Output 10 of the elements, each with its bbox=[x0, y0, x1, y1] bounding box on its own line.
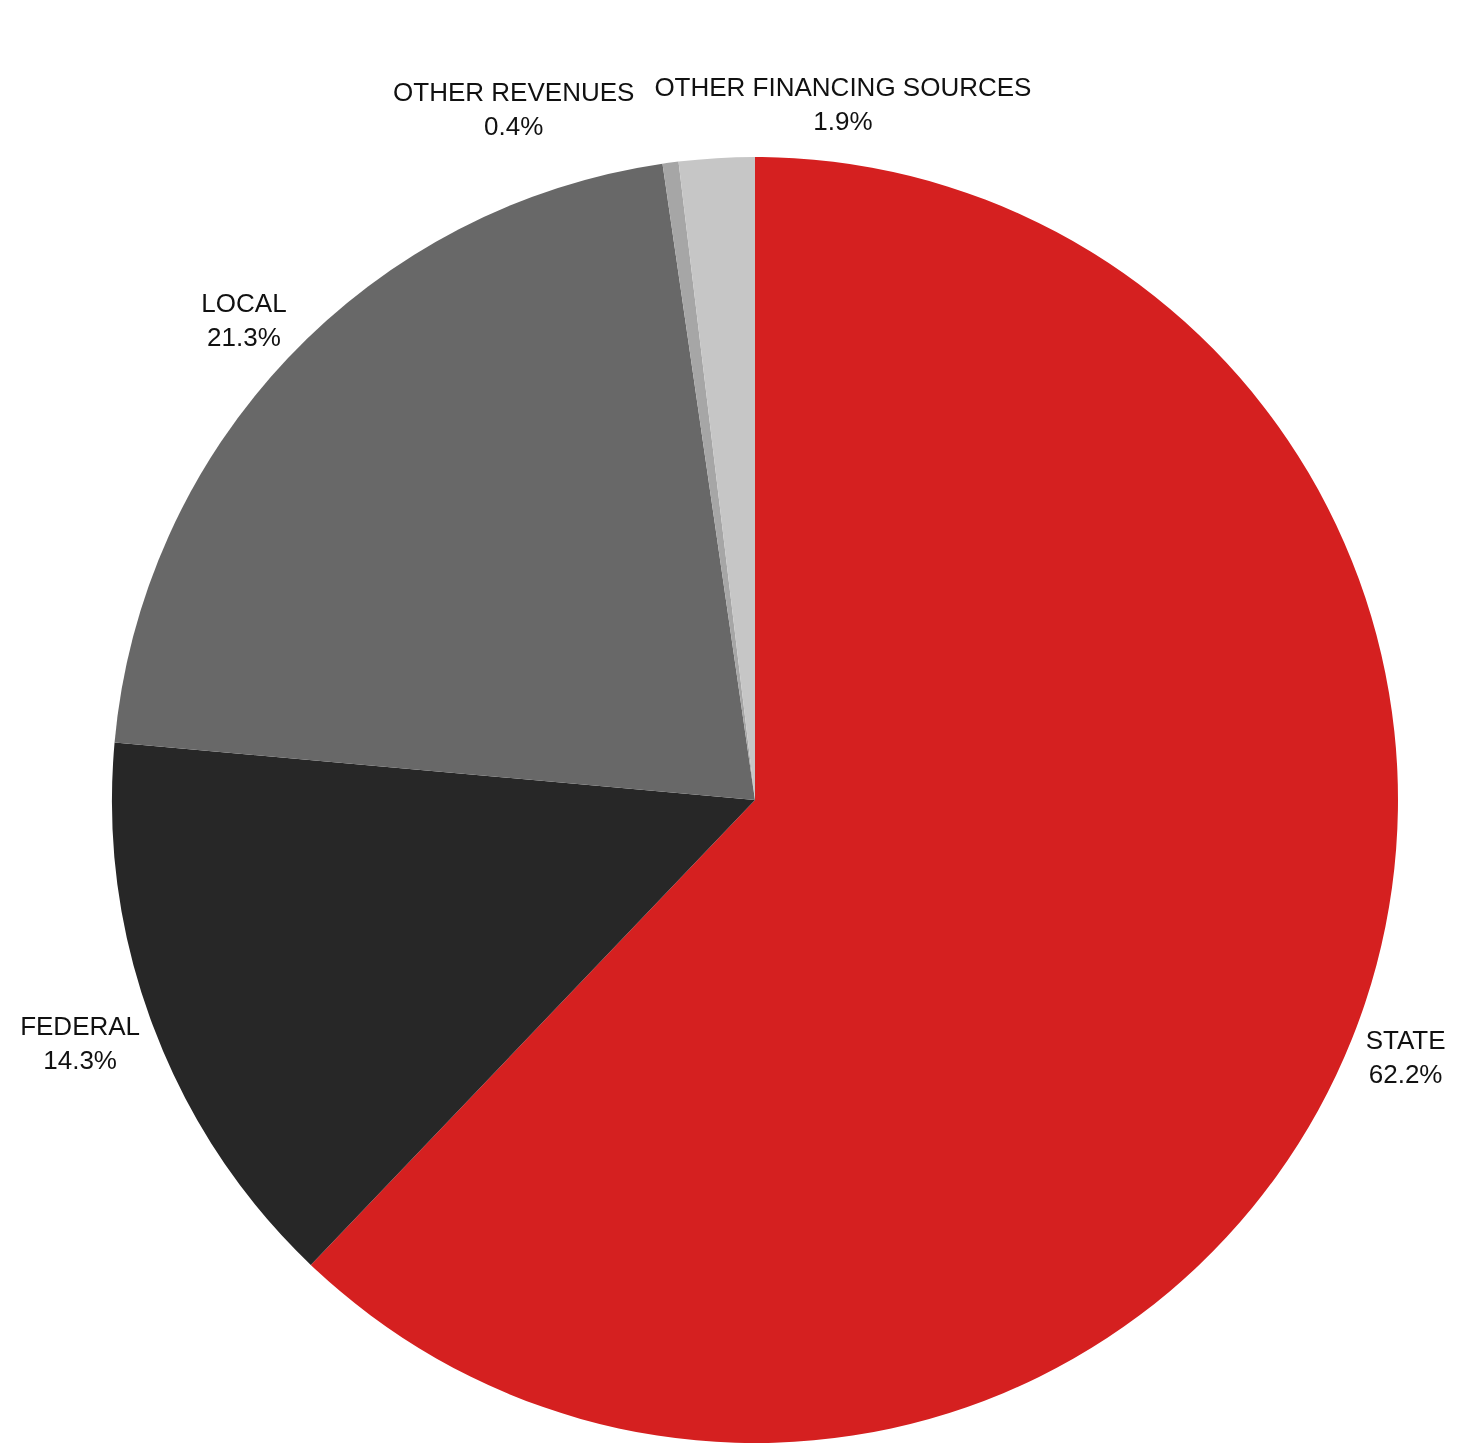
slice-label: OTHER REVENUES bbox=[393, 77, 635, 108]
data-label: 14.3% bbox=[43, 1044, 117, 1075]
data-label: 1.9% bbox=[813, 106, 873, 137]
slice-label: FEDERAL bbox=[20, 1010, 141, 1041]
data-label: 0.4% bbox=[484, 111, 544, 142]
slice-label: OTHER FINANCING SOURCES bbox=[654, 72, 1032, 103]
slice-label: STATE bbox=[1365, 1024, 1446, 1055]
data-label: 62.2% bbox=[1368, 1058, 1443, 1089]
slice-label: LOCAL bbox=[201, 288, 287, 319]
data-label: 21.3% bbox=[207, 322, 281, 353]
